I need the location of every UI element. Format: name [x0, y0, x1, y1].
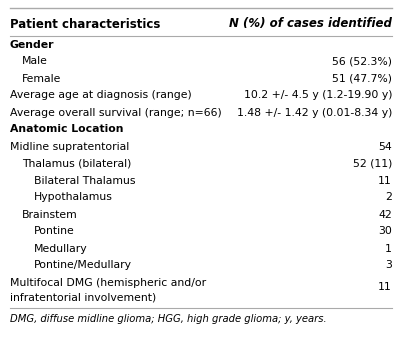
Text: 10.2 +/- 4.5 y (1.2-19.90 y): 10.2 +/- 4.5 y (1.2-19.90 y) [244, 91, 392, 100]
Text: 30: 30 [378, 226, 392, 237]
Text: Multifocal DMG (hemispheric and/or
infratentorial involvement): Multifocal DMG (hemispheric and/or infra… [10, 278, 206, 302]
Text: Pontine/Medullary: Pontine/Medullary [34, 261, 132, 270]
Text: Thalamus (bilateral): Thalamus (bilateral) [22, 158, 131, 169]
Text: Hypothalamus: Hypothalamus [34, 193, 113, 202]
Text: 52 (11): 52 (11) [353, 158, 392, 169]
Text: 1: 1 [385, 244, 392, 253]
Text: DMG, diffuse midline glioma; HGG, high grade glioma; y, years.: DMG, diffuse midline glioma; HGG, high g… [10, 314, 327, 324]
Text: 2: 2 [385, 193, 392, 202]
Text: Medullary: Medullary [34, 244, 88, 253]
Text: 3: 3 [385, 261, 392, 270]
Text: 42: 42 [378, 210, 392, 219]
Text: Male: Male [22, 56, 48, 67]
Text: N (%) of cases identified: N (%) of cases identified [229, 17, 392, 31]
Text: 11: 11 [378, 282, 392, 292]
Text: Brainstem: Brainstem [22, 210, 78, 219]
Text: Midline supratentorial: Midline supratentorial [10, 142, 129, 151]
Text: 11: 11 [378, 175, 392, 186]
Text: Bilateral Thalamus: Bilateral Thalamus [34, 175, 136, 186]
Text: Gender: Gender [10, 40, 54, 50]
Text: Average overall survival (range; n=66): Average overall survival (range; n=66) [10, 107, 222, 118]
Text: 54: 54 [378, 142, 392, 151]
Text: 56 (52.3%): 56 (52.3%) [332, 56, 392, 67]
Text: Anatomic Location: Anatomic Location [10, 124, 124, 135]
Text: Female: Female [22, 74, 61, 83]
Text: 1.48 +/- 1.42 y (0.01-8.34 y): 1.48 +/- 1.42 y (0.01-8.34 y) [237, 107, 392, 118]
Text: 51 (47.7%): 51 (47.7%) [332, 74, 392, 83]
Text: Average age at diagnosis (range): Average age at diagnosis (range) [10, 91, 192, 100]
Text: Pontine: Pontine [34, 226, 75, 237]
Text: Patient characteristics: Patient characteristics [10, 17, 160, 31]
